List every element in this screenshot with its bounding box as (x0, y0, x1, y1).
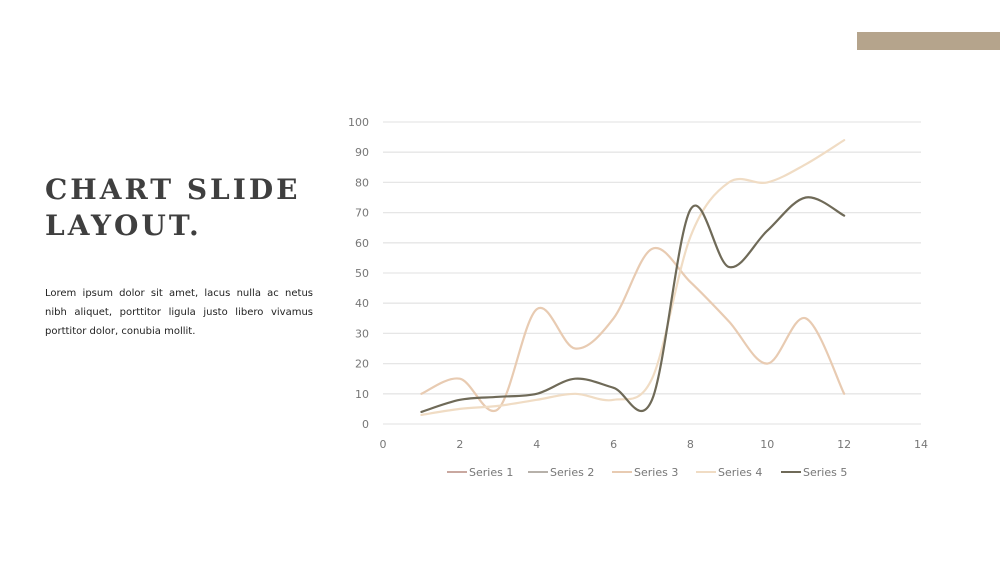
y-tick-label: 90 (355, 146, 369, 159)
x-tick-label: 14 (914, 438, 928, 451)
legend-label-3: Series 3 (634, 466, 678, 479)
x-tick-label: 0 (380, 438, 387, 451)
y-axis-ticks: 0 10 20 30 40 50 60 70 80 90 100 (348, 116, 369, 431)
y-tick-label: 50 (355, 267, 369, 280)
y-tick-label: 100 (348, 116, 369, 129)
legend-label-5: Series 5 (803, 466, 847, 479)
series-line-5 (420, 196, 846, 414)
slide-title-line-1: CHART SLIDE (45, 173, 301, 206)
slide-title: CHART SLIDE LAYOUT. (45, 172, 335, 244)
x-tick-label: 6 (610, 438, 617, 451)
y-tick-label: 20 (355, 358, 369, 371)
chart-series-lines (420, 139, 846, 417)
legend-label-4: Series 4 (718, 466, 762, 479)
y-tick-label: 0 (362, 418, 369, 431)
x-tick-label: 8 (687, 438, 694, 451)
y-tick-label: 60 (355, 237, 369, 250)
series-line-3 (420, 246, 846, 413)
y-tick-label: 70 (355, 207, 369, 220)
slide-body-text: Lorem ipsum dolor sit amet, lacus nulla … (45, 288, 313, 337)
y-tick-label: 30 (355, 327, 369, 340)
y-tick-label: 40 (355, 297, 369, 310)
y-tick-label: 80 (355, 176, 369, 189)
x-axis-ticks: 0 2 4 6 8 10 12 14 (380, 438, 929, 451)
legend-label-2: Series 2 (550, 466, 594, 479)
series-line-4 (420, 139, 846, 417)
y-tick-label: 10 (355, 388, 369, 401)
accent-bar (857, 32, 1000, 50)
legend-label-1: Series 1 (469, 466, 513, 479)
chart-gridlines (383, 121, 921, 425)
slide-title-line-2: LAYOUT. (45, 209, 202, 242)
chart-legend: Series 1 Series 2 Series 3 Series 4 Series 5 (447, 466, 847, 479)
x-tick-label: 4 (533, 438, 540, 451)
x-tick-label: 12 (837, 438, 851, 451)
x-tick-label: 2 (456, 438, 463, 451)
x-tick-label: 10 (760, 438, 774, 451)
